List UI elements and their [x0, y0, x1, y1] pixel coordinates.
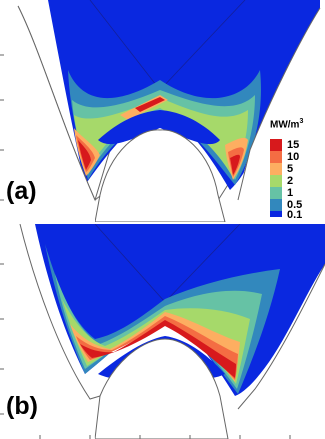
legend-label: 0.1: [287, 209, 303, 221]
panel-a-plot: [0, 0, 321, 222]
level-2: [74, 98, 248, 178]
legend-swatch: [270, 163, 282, 175]
legend-swatch: [270, 139, 282, 151]
legend-swatch: [270, 187, 282, 199]
legend-swatch: [270, 151, 282, 163]
panel-b-plot: [0, 224, 325, 439]
colorbar-legend: MW/m3 15 10 5 2 1 0.5 0.1: [270, 118, 325, 221]
level-0.5: [68, 70, 261, 185]
legend-label: 15: [287, 139, 300, 151]
legend-swatch: [270, 211, 282, 217]
level-1: [72, 90, 255, 180]
legend-swatch: [270, 199, 282, 211]
legend-label: 10: [287, 151, 300, 163]
panel-label-a: (a): [6, 177, 37, 205]
legend-label: 2: [287, 175, 294, 187]
legend-label: 5: [287, 163, 294, 175]
legend-unit: MW/m3: [270, 118, 304, 131]
panel-label-b: (b): [6, 392, 38, 420]
legend-label: 1: [287, 187, 294, 199]
legend-label: 0.5: [287, 199, 303, 211]
legend-swatch: [270, 175, 282, 187]
